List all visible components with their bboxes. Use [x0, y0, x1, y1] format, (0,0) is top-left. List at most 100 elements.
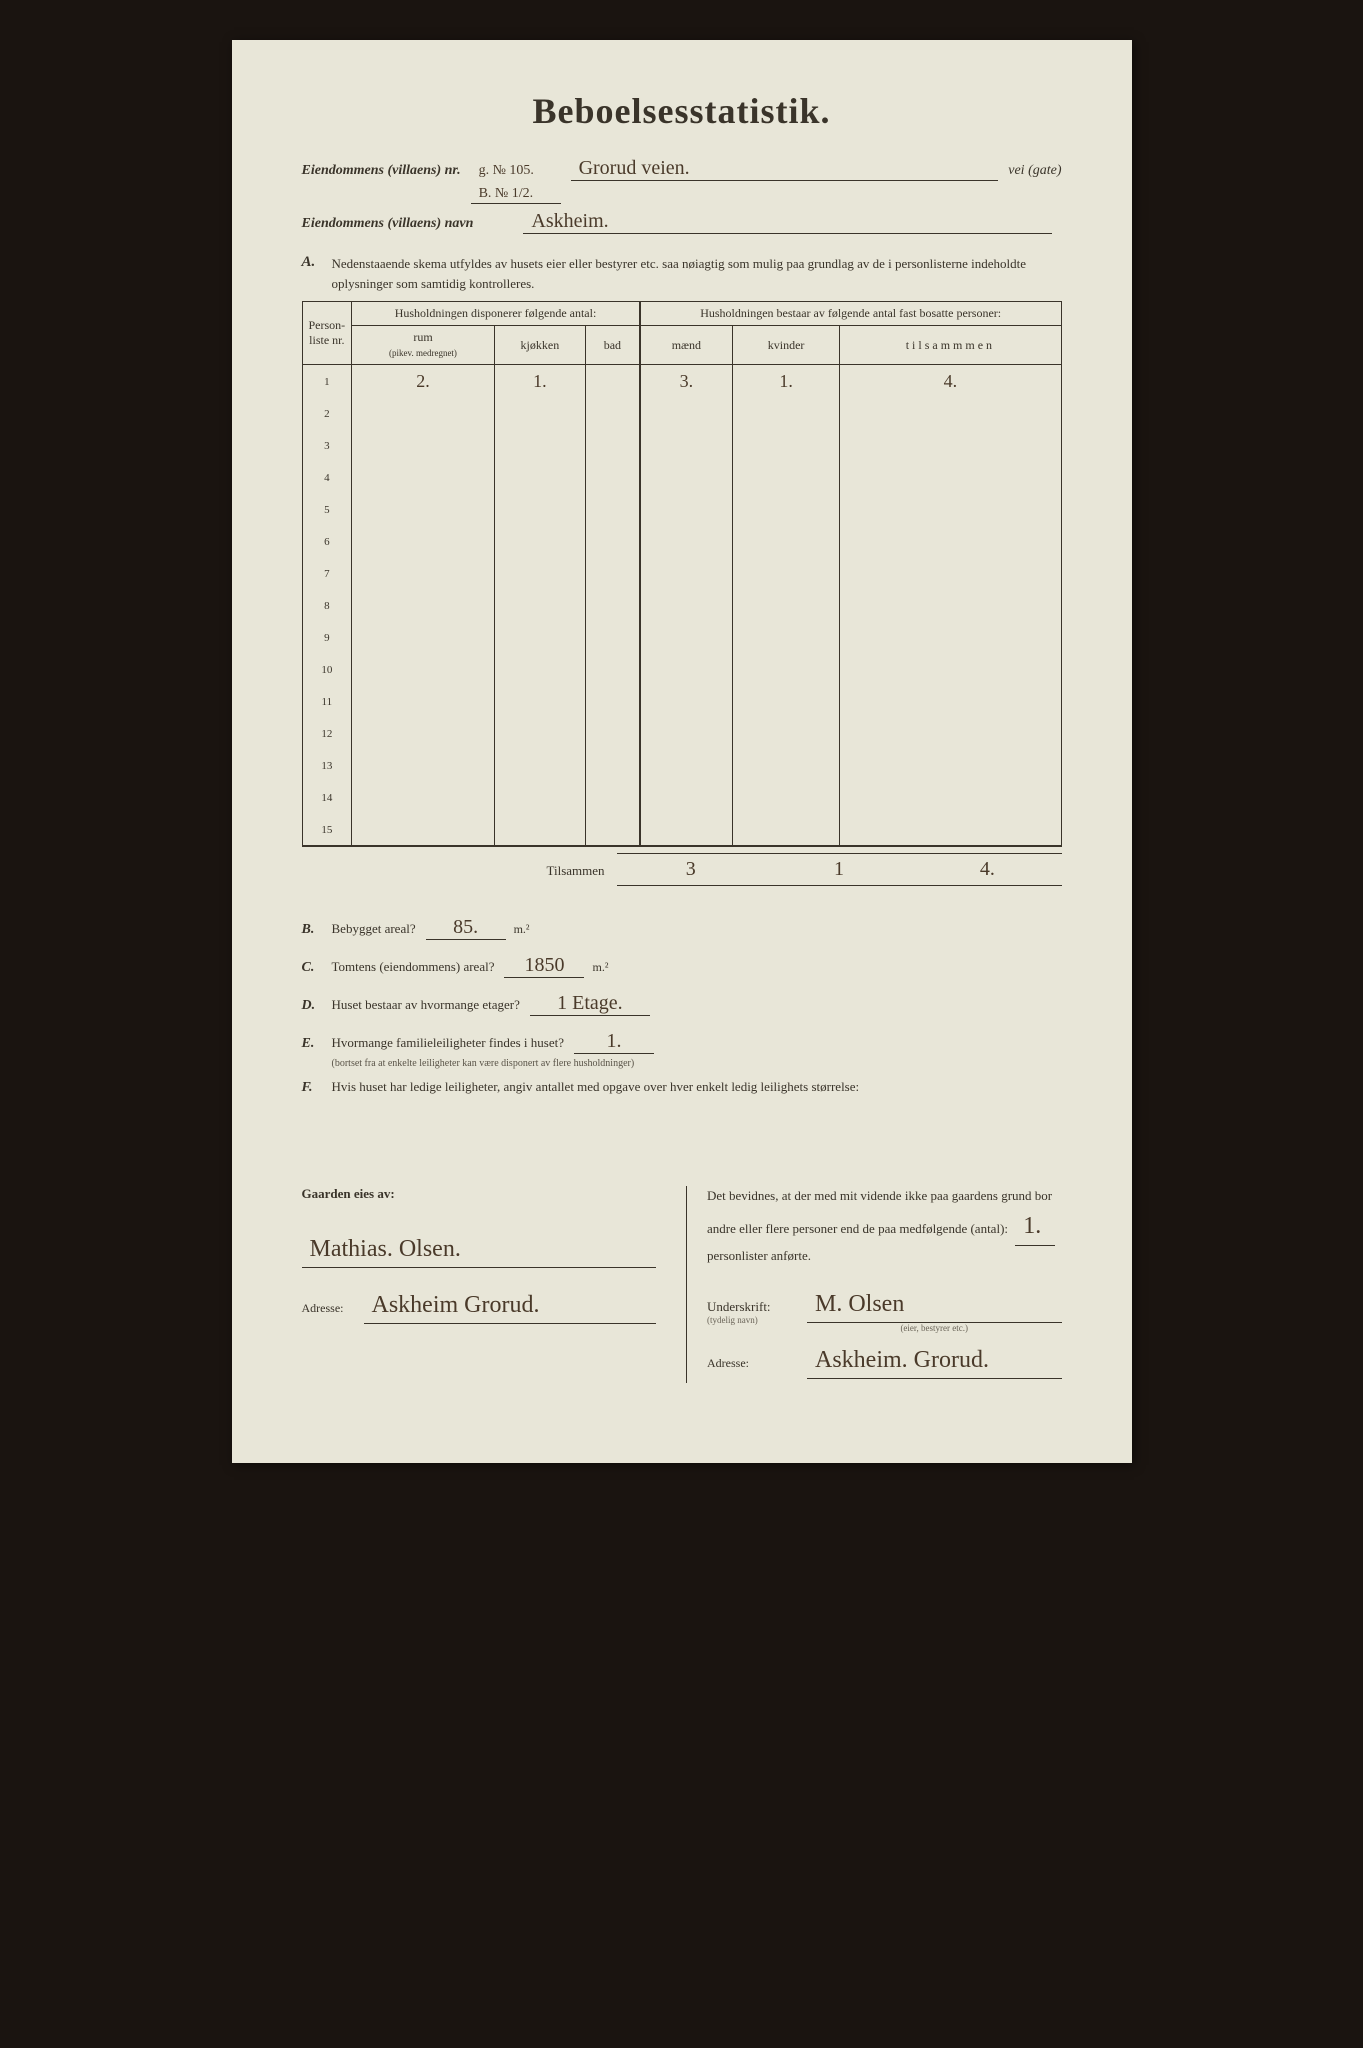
table-row: 13	[302, 750, 1061, 782]
cell-rum	[352, 686, 495, 718]
table-row: 2	[302, 398, 1061, 430]
underskrift-sub: (tydelig navn)	[707, 1315, 787, 1325]
answer-d: 1 Etage.	[530, 992, 650, 1016]
cell-kvinder	[732, 750, 839, 782]
answer-c: 1850	[504, 954, 584, 978]
cell-bad	[585, 814, 639, 846]
question-d: D. Huset bestaar av hvormange etager? 1 …	[302, 992, 1062, 1016]
cell-bad	[585, 590, 639, 622]
col-rum: rum (pikev. medregnet)	[352, 326, 495, 365]
questions-block: B. Bebygget areal? 85. m.² C. Tomtens (e…	[302, 916, 1062, 1096]
cell-bad	[585, 462, 639, 494]
table-row: 3	[302, 430, 1061, 462]
cell-kvinder	[732, 718, 839, 750]
row-num: 11	[302, 686, 352, 718]
col-group-disponerer: Husholdningen disponerer følgende antal:	[352, 302, 640, 326]
col-tilsammen: tilsammmen	[840, 326, 1061, 365]
question-b: B. Bebygget areal? 85. m.²	[302, 916, 1062, 940]
row-num: 3	[302, 430, 352, 462]
answer-b: 85.	[426, 916, 506, 940]
row-num: 4	[302, 462, 352, 494]
cell-rum	[352, 494, 495, 526]
household-table: Person-liste nr. Husholdningen disponere…	[302, 301, 1062, 847]
total-row: Tilsammen 3 1 4.	[302, 853, 1062, 886]
cell-kjokken	[494, 590, 585, 622]
cell-kvinder	[732, 654, 839, 686]
cell-kjokken	[494, 622, 585, 654]
cell-bad	[585, 558, 639, 590]
row-num: 6	[302, 526, 352, 558]
signature: M. Olsen	[807, 1287, 1062, 1323]
total-label: Tilsammen	[547, 863, 617, 879]
cell-bad	[585, 750, 639, 782]
cell-rum	[352, 782, 495, 814]
attestation-text: Det bevidnes, at der med mit vidende ikk…	[707, 1186, 1062, 1267]
cell-bad	[585, 718, 639, 750]
cell-kjokken	[494, 398, 585, 430]
cell-rum	[352, 718, 495, 750]
cell-bad	[585, 430, 639, 462]
adresse-label-right: Adresse:	[707, 1356, 787, 1371]
cell-kjokken	[494, 654, 585, 686]
cell-tilsammen	[840, 718, 1061, 750]
row-num: 8	[302, 590, 352, 622]
cell-maend	[640, 462, 733, 494]
street-value: Grorud veien.	[571, 157, 999, 181]
cell-bad	[585, 365, 639, 399]
total-maend: 3	[617, 854, 765, 885]
cell-tilsammen	[840, 590, 1061, 622]
cell-maend	[640, 494, 733, 526]
cell-rum	[352, 526, 495, 558]
header-property-nr: Eiendommens (villaens) nr. g. № 105. B. …	[302, 157, 1062, 204]
cell-bad	[585, 654, 639, 686]
cell-kjokken	[494, 526, 585, 558]
table-row: 7	[302, 558, 1061, 590]
table-row: 4	[302, 462, 1061, 494]
cell-rum	[352, 462, 495, 494]
adresse-label-left: Adresse:	[302, 1301, 344, 1316]
cell-tilsammen	[840, 494, 1061, 526]
cell-tilsammen	[840, 654, 1061, 686]
table-row: 9	[302, 622, 1061, 654]
underskrift-label: Underskrift:	[707, 1299, 787, 1315]
cell-tilsammen	[840, 526, 1061, 558]
header-property-name: Eiendommens (villaens) navn Askheim.	[302, 210, 1062, 234]
cell-kjokken	[494, 558, 585, 590]
cell-kvinder	[732, 430, 839, 462]
total-kvinder: 1	[765, 854, 913, 885]
cell-kjokken	[494, 686, 585, 718]
cell-maend	[640, 718, 733, 750]
antal-value: 1.	[1015, 1207, 1055, 1246]
navn-label: Eiendommens (villaens) navn	[302, 216, 474, 232]
row-num: 12	[302, 718, 352, 750]
document-page: Beboelsesstatistik. Eiendommens (villaen…	[232, 40, 1132, 1463]
cell-kjokken	[494, 430, 585, 462]
cell-kjokken	[494, 814, 585, 846]
col-group-bestaar: Husholdningen bestaar av følgende antal …	[640, 302, 1061, 326]
table-row: 6	[302, 526, 1061, 558]
table-row: 8	[302, 590, 1061, 622]
footer: Gaarden eies av: Mathias. Olsen. Adresse…	[302, 1186, 1062, 1383]
cell-kvinder	[732, 590, 839, 622]
cell-maend	[640, 398, 733, 430]
cell-rum	[352, 430, 495, 462]
owner-name: Mathias. Olsen.	[302, 1232, 657, 1268]
question-f: F. Hvis huset har ledige leiligheter, an…	[302, 1079, 1062, 1096]
cell-maend	[640, 590, 733, 622]
row-num: 1	[302, 365, 352, 399]
cell-kjokken	[494, 718, 585, 750]
row-num: 7	[302, 558, 352, 590]
cell-maend	[640, 430, 733, 462]
cell-bad	[585, 398, 639, 430]
cell-tilsammen	[840, 782, 1061, 814]
cell-rum	[352, 622, 495, 654]
cell-rum	[352, 558, 495, 590]
col-kvinder: kvinder	[732, 326, 839, 365]
table-row: 12	[302, 718, 1061, 750]
footer-left: Gaarden eies av: Mathias. Olsen. Adresse…	[302, 1186, 657, 1383]
sig-adresse: Askheim. Grorud.	[807, 1343, 1062, 1379]
table-row: 14	[302, 782, 1061, 814]
row-num: 15	[302, 814, 352, 846]
cell-bad	[585, 494, 639, 526]
row-num: 10	[302, 654, 352, 686]
